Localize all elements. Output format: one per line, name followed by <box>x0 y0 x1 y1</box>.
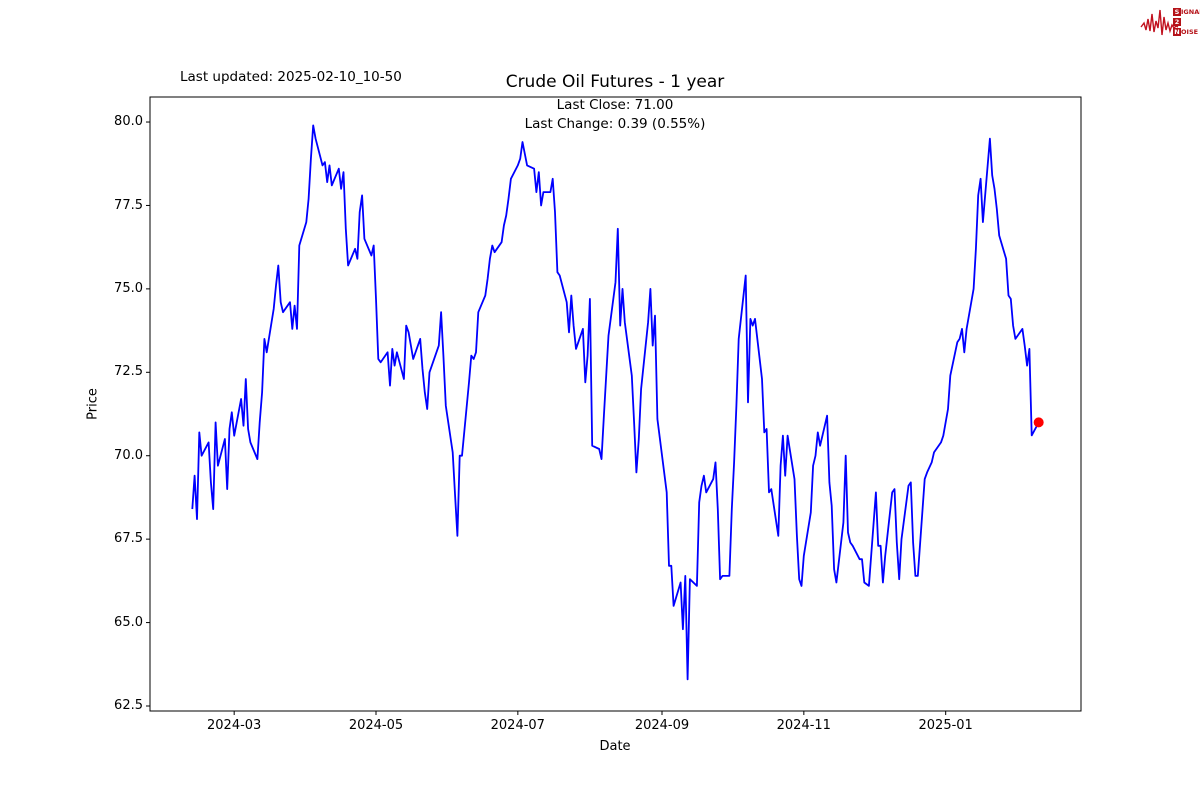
logo-text-oise: OISE <box>1181 27 1199 36</box>
logo-row-noise: N OISE <box>1173 27 1198 36</box>
chart-title: Crude Oil Futures - 1 year <box>505 72 725 92</box>
logo-square-n: N <box>1173 27 1181 36</box>
waveform-icon <box>1140 9 1179 36</box>
x-tick-label: 2024-07 <box>490 718 545 733</box>
logo-square-s: S <box>1173 7 1181 16</box>
y-tick-label: 77.5 <box>114 197 143 213</box>
y-tick-label: 75.0 <box>114 280 143 296</box>
x-axis-label: Date <box>599 739 631 754</box>
x-tick-label: 2024-05 <box>348 718 404 733</box>
last-close-marker <box>1033 417 1044 428</box>
y-tick-label: 65.0 <box>114 614 143 630</box>
logo-square-2: 2 <box>1173 17 1181 26</box>
x-tick-label: 2024-03 <box>207 718 262 733</box>
logo-text-ignal: IGNAL <box>1181 7 1200 16</box>
y-tick-label: 72.5 <box>114 364 143 380</box>
y-tick-label: 70.0 <box>114 447 143 463</box>
x-tick-label: 2024-11 <box>776 718 831 733</box>
y-tick-label: 80.0 <box>114 114 143 129</box>
axes-spines <box>149 96 1082 712</box>
logo-row-2: 2 <box>1173 17 1181 26</box>
y-tick-label: 62.5 <box>114 698 143 713</box>
logo-row-signal: SIGNAL <box>1173 7 1200 16</box>
annotation-last-change: Last Change: 0.39 (0.55%) <box>524 116 706 132</box>
y-tick-label: 67.5 <box>114 531 143 547</box>
x-tick-label: 2025-01 <box>918 718 973 733</box>
annotation-last-close: Last Close: 71.00 <box>556 97 674 113</box>
last-updated-text: Last updated: 2025-02-10_10-50 <box>180 69 402 85</box>
price-line <box>191 124 1040 681</box>
x-tick-label: 2024-09 <box>634 718 690 733</box>
